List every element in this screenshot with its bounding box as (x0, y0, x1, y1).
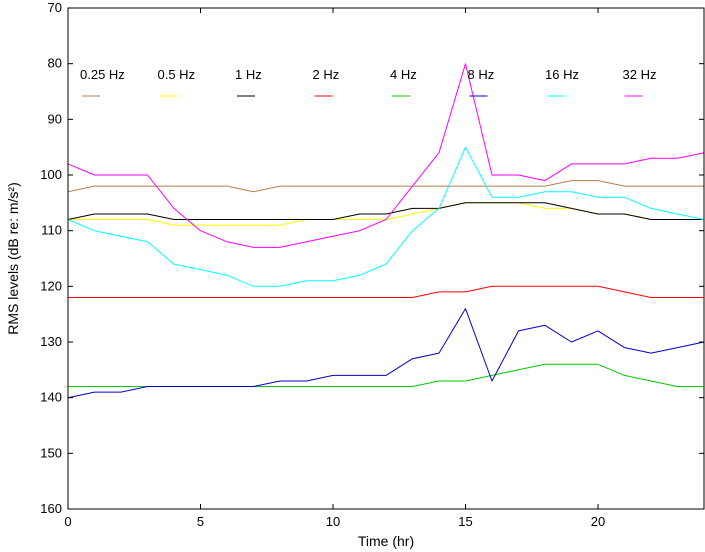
legend-label: 4 Hz (390, 67, 417, 82)
y-tick-label: 70 (48, 0, 62, 15)
axes-layer: 0 5 10 15 20 70 80 90 100 110 120 130 140 150 160 (40, 0, 705, 529)
series-line-16-hz (67, 146, 705, 287)
y-tick-label: 80 (48, 56, 62, 71)
legend-label: 2 Hz (313, 67, 340, 82)
legend-label: 0.25 Hz (80, 67, 125, 82)
x-axis-title: Time (hr) (358, 533, 414, 549)
x-tick-label: 10 (326, 514, 340, 529)
series-line-8-hz (67, 308, 705, 399)
y-tick-label: 120 (40, 278, 62, 293)
y-axis-title: RMS levels (dB re: m/s²) (5, 182, 21, 334)
legend-label: 8 Hz (468, 67, 495, 82)
y-tick-label: 100 (40, 167, 62, 182)
legend-label: 1 Hz (235, 67, 262, 82)
series-line-32-hz (67, 63, 705, 248)
legend: 0.25 Hz 0.5 Hz 1 Hz 2 Hz 4 Hz 8 Hz 16 Hz 32 Hz (80, 67, 657, 97)
y-tick-label: 110 (41, 223, 62, 238)
x-tick-label: 15 (458, 514, 472, 529)
legend-label: 0.5 Hz (158, 67, 196, 82)
series-line-2-hz (68, 285, 704, 298)
x-tick-label: 20 (591, 514, 605, 529)
x-tick-label: 5 (197, 514, 204, 529)
y-tick-label: 150 (40, 445, 62, 460)
y-tick-label: 140 (40, 390, 62, 405)
y-tick-label: 130 (40, 334, 62, 349)
plot-frame (67, 7, 705, 510)
y-tick-label: 160 (40, 501, 62, 516)
series-layer (67, 63, 705, 399)
legend-label: 16 Hz (545, 67, 579, 82)
y-tick-label: 90 (48, 111, 62, 126)
x-tick-label: 0 (64, 514, 71, 529)
legend-label: 32 Hz (623, 67, 657, 82)
series-line-1-hz (67, 202, 704, 220)
series-line-0.25-hz (67, 180, 704, 193)
